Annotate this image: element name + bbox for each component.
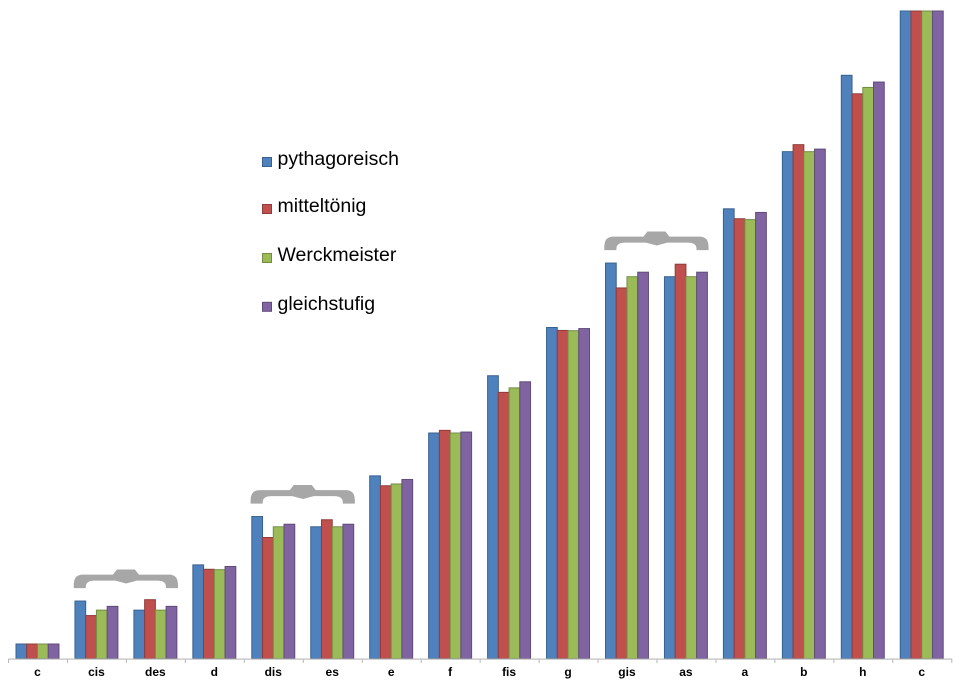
svg-text:g: g xyxy=(564,665,571,679)
svg-text:a: a xyxy=(742,665,749,679)
svg-text:c: c xyxy=(34,665,41,679)
svg-text:fis: fis xyxy=(502,665,516,679)
svg-text:des: des xyxy=(145,665,166,679)
svg-text:as: as xyxy=(679,665,693,679)
svg-text:e: e xyxy=(388,665,395,679)
svg-text:d: d xyxy=(211,665,218,679)
svg-text:b: b xyxy=(800,665,807,679)
svg-text:Werckmeister: Werckmeister xyxy=(278,244,397,266)
svg-text:gis: gis xyxy=(618,665,636,679)
svg-text:pythagoreisch: pythagoreisch xyxy=(278,148,399,170)
svg-text:es: es xyxy=(326,665,340,679)
svg-text:f: f xyxy=(448,665,453,679)
svg-text:dis: dis xyxy=(265,665,283,679)
svg-text:mitteltönig: mitteltönig xyxy=(278,195,367,217)
svg-text:gleichstufig: gleichstufig xyxy=(278,293,376,315)
svg-text:h: h xyxy=(859,665,866,679)
svg-text:c: c xyxy=(918,665,925,679)
svg-text:cis: cis xyxy=(88,665,105,679)
